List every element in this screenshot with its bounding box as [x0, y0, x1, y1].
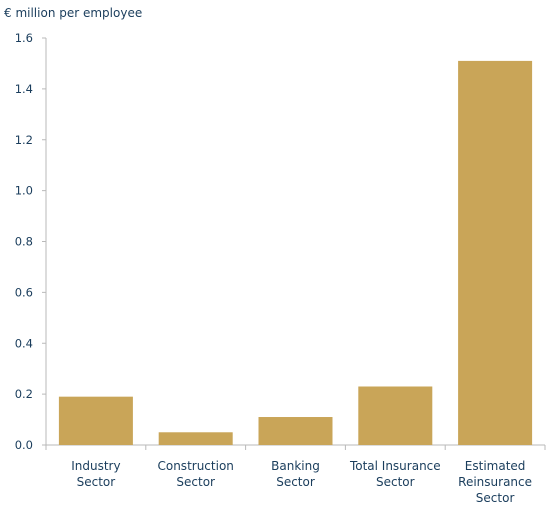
- x-category-label-line: Banking: [271, 459, 320, 473]
- x-category-label: Total Insurance Sector: [349, 459, 441, 489]
- x-category-label-line: Sector: [376, 475, 415, 489]
- x-category-label-line: Total Insurance: [349, 459, 441, 473]
- bars: [58, 60, 533, 446]
- x-category-label-line: Sector: [276, 475, 315, 489]
- y-tick-label: 0.6: [15, 285, 33, 299]
- x-category-label-line: Sector: [77, 475, 116, 489]
- y-tick-label: 1.4: [15, 82, 33, 96]
- x-category-label: Construction Sector: [157, 459, 233, 489]
- bar: [458, 60, 533, 446]
- x-axis: Industry Sector Construction Sector Banking S…: [45, 444, 546, 505]
- y-tick-label: 0.2: [15, 387, 33, 401]
- x-category-label-line: Sector: [476, 491, 515, 505]
- bar: [258, 417, 333, 445]
- y-axis-unit-label: € million per employee: [4, 6, 142, 20]
- x-category-label-line: Sector: [176, 475, 215, 489]
- bar: [158, 432, 233, 445]
- x-category-label: Estimated Reinsurance Sector: [458, 459, 532, 505]
- x-category-label: Industry Sector: [71, 459, 120, 489]
- x-category-label-line: Reinsurance: [458, 475, 532, 489]
- x-category-label-line: Construction: [157, 459, 233, 473]
- y-tick-label: 1.0: [15, 184, 33, 198]
- x-category-label: Banking Sector: [271, 459, 320, 489]
- bar: [58, 396, 133, 445]
- y-tick-label: 0.0: [15, 438, 33, 452]
- y-axis: 0.0 0.2 0.4 0.6 0.8 1.0 1.2 1.4 1.6: [15, 31, 47, 452]
- y-tick-label: 0.4: [15, 336, 33, 350]
- x-category-label-line: Estimated: [465, 459, 526, 473]
- y-tick-label: 1.2: [15, 133, 33, 147]
- y-tick-label: 1.6: [15, 31, 33, 45]
- bar: [358, 386, 433, 445]
- y-tick-label: 0.8: [15, 235, 33, 249]
- x-category-label-line: Industry: [71, 459, 120, 473]
